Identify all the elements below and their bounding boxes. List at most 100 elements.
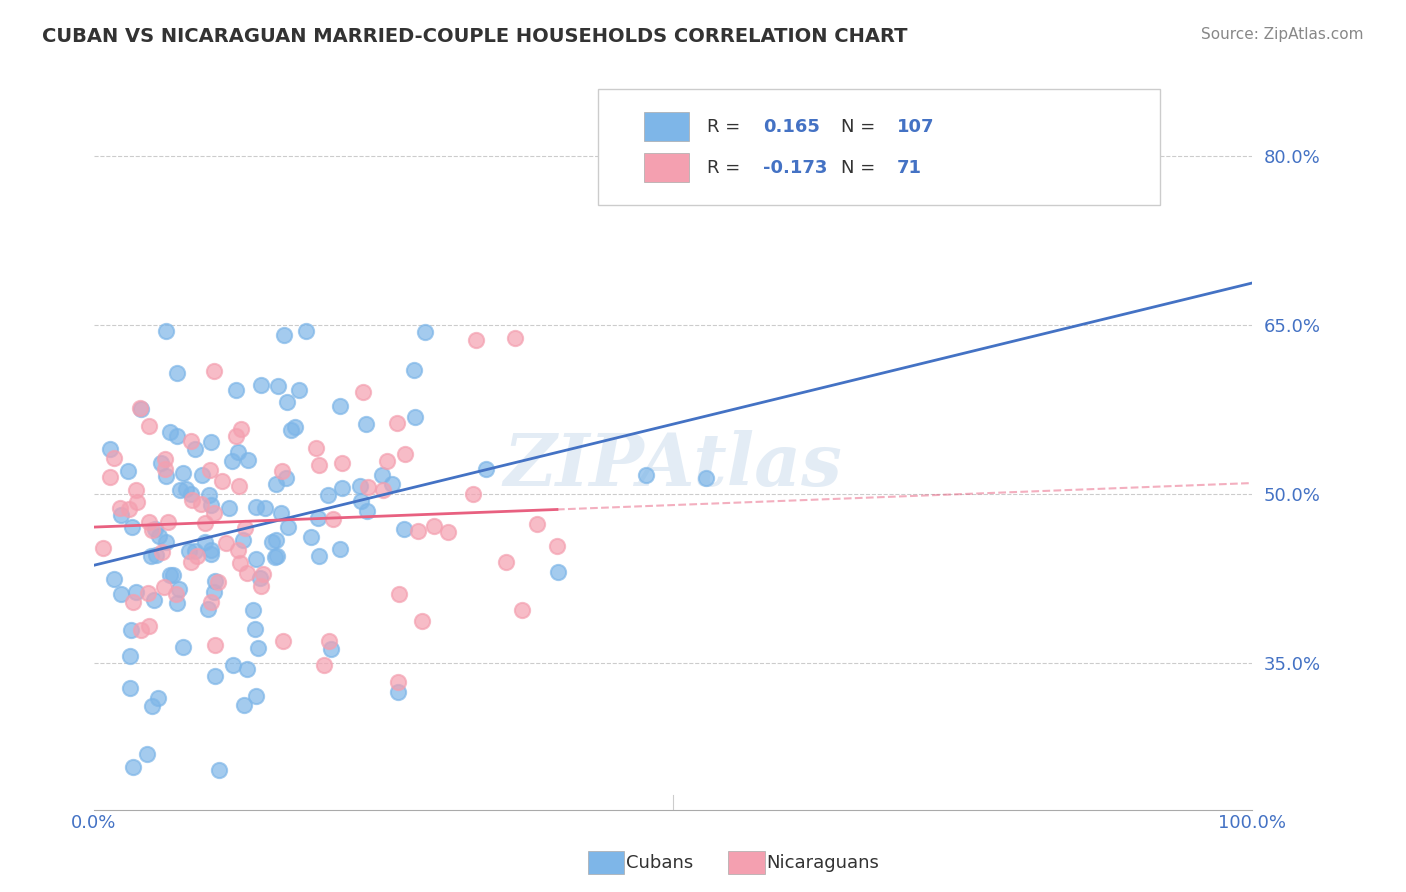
Point	[120, 623, 142, 637]
Point	[264, 476, 287, 491]
Text: -0.173: -0.173	[763, 159, 828, 177]
Point	[232, 533, 254, 547]
Point	[180, 434, 202, 448]
Point	[245, 689, 267, 703]
Point	[166, 366, 188, 380]
Point	[198, 463, 221, 477]
Point	[249, 571, 271, 585]
Point	[200, 547, 222, 561]
Point	[177, 544, 200, 558]
Point	[190, 498, 212, 512]
Point	[180, 487, 202, 501]
Point	[172, 640, 194, 655]
Point	[200, 542, 222, 557]
Point	[495, 555, 517, 569]
Point	[191, 467, 214, 482]
Point	[461, 486, 484, 500]
Point	[695, 471, 717, 485]
Point	[108, 500, 131, 515]
Point	[349, 479, 371, 493]
Point	[387, 685, 409, 699]
Point	[215, 536, 238, 550]
Point	[267, 379, 290, 393]
Point	[141, 523, 163, 537]
Point	[510, 603, 533, 617]
Point	[242, 603, 264, 617]
Point	[245, 500, 267, 514]
Point	[186, 549, 208, 563]
Point	[329, 400, 352, 414]
Point	[387, 587, 409, 601]
Point	[153, 580, 176, 594]
Point	[636, 467, 658, 482]
Point	[245, 552, 267, 566]
Point	[202, 364, 225, 378]
Point	[274, 470, 297, 484]
Point	[143, 522, 166, 536]
Point	[202, 584, 225, 599]
Point	[233, 521, 256, 535]
Point	[316, 488, 339, 502]
Point	[166, 596, 188, 610]
Point	[121, 520, 143, 534]
Point	[141, 698, 163, 713]
Point	[373, 483, 395, 497]
Point	[270, 464, 292, 478]
Point	[280, 424, 302, 438]
Text: CUBAN VS NICARAGUAN MARRIED-COUPLE HOUSEHOLDS CORRELATION CHART: CUBAN VS NICARAGUAN MARRIED-COUPLE HOUSE…	[42, 27, 908, 45]
Point	[236, 453, 259, 467]
Point	[155, 469, 177, 483]
Point	[110, 587, 132, 601]
Text: Nicaraguans: Nicaraguans	[766, 854, 879, 871]
Point	[121, 595, 143, 609]
Point	[159, 425, 181, 439]
Point	[308, 549, 330, 563]
Point	[180, 555, 202, 569]
Point	[194, 534, 217, 549]
Point	[235, 663, 257, 677]
Point	[169, 483, 191, 497]
Point	[262, 534, 284, 549]
Point	[211, 475, 233, 489]
Point	[276, 395, 298, 409]
Point	[263, 550, 285, 565]
Point	[93, 541, 115, 555]
Point	[129, 402, 152, 417]
Text: R =: R =	[707, 159, 741, 177]
Point	[103, 572, 125, 586]
Point	[356, 504, 378, 518]
Point	[226, 543, 249, 558]
Point	[270, 506, 292, 520]
Point	[118, 648, 141, 663]
Point	[184, 442, 207, 457]
Point	[138, 619, 160, 633]
Point	[148, 529, 170, 543]
Point	[124, 584, 146, 599]
Point	[436, 525, 458, 540]
Point	[406, 524, 429, 538]
Point	[202, 507, 225, 521]
Point	[250, 378, 273, 392]
Point	[200, 595, 222, 609]
Point	[145, 548, 167, 562]
Point	[208, 763, 231, 777]
Point	[155, 535, 177, 549]
Point	[503, 331, 526, 345]
Point	[98, 442, 121, 456]
Text: R =: R =	[707, 118, 741, 136]
Point	[153, 451, 176, 466]
Point	[167, 582, 190, 596]
Point	[350, 493, 373, 508]
Point	[146, 691, 169, 706]
Point	[200, 498, 222, 512]
Text: 71: 71	[897, 159, 922, 177]
Point	[218, 501, 240, 516]
Point	[207, 575, 229, 590]
Point	[120, 681, 142, 695]
Point	[204, 574, 226, 588]
Point	[413, 325, 436, 339]
Point	[204, 638, 226, 652]
Point	[392, 522, 415, 536]
Point	[547, 566, 569, 580]
Point	[103, 450, 125, 465]
